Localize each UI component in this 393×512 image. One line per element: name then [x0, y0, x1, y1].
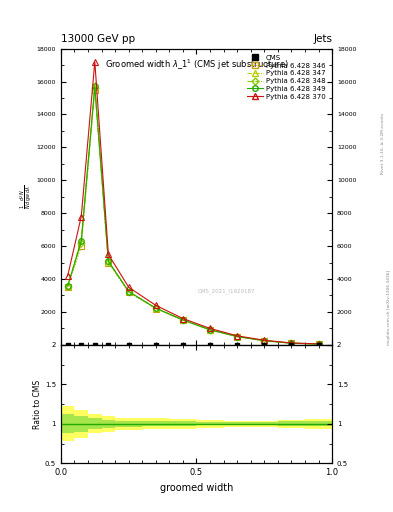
Text: CMS_2021_I1920187: CMS_2021_I1920187: [198, 289, 255, 294]
Legend: CMS, Pythia 6.428 346, Pythia 6.428 347, Pythia 6.428 348, Pythia 6.428 349, Pyt: CMS, Pythia 6.428 346, Pythia 6.428 347,…: [244, 52, 329, 102]
Text: mcplots.cern.ch [arXiv:1306.3436]: mcplots.cern.ch [arXiv:1306.3436]: [387, 270, 391, 345]
Text: Rivet 3.1.10, ≥ 3.2M events: Rivet 3.1.10, ≥ 3.2M events: [381, 113, 385, 174]
Text: Jets: Jets: [313, 33, 332, 44]
X-axis label: groomed width: groomed width: [160, 483, 233, 493]
Y-axis label: $\frac{1}{N}\frac{d^2N}{d\,\mathrm{gw}\,d\lambda}$: $\frac{1}{N}\frac{d^2N}{d\,\mathrm{gw}\,…: [19, 184, 35, 209]
Text: 13000 GeV pp: 13000 GeV pp: [61, 33, 135, 44]
Text: Groomed width $\lambda$_1$^{1}$ (CMS jet substructure): Groomed width $\lambda$_1$^{1}$ (CMS jet…: [105, 57, 288, 72]
Y-axis label: Ratio to CMS: Ratio to CMS: [33, 379, 42, 429]
